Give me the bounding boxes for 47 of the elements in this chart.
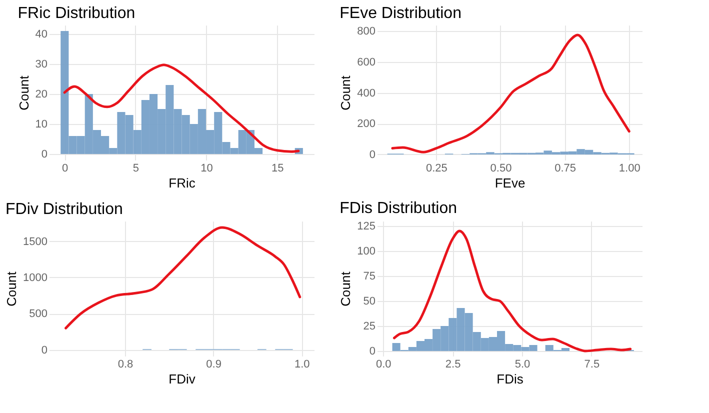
chart-title: FEve Distribution <box>340 5 462 22</box>
y-tick-label: 50 <box>363 296 376 308</box>
y-axis-title: Count <box>4 271 20 306</box>
y-tick-label: 1500 <box>23 236 48 248</box>
x-tick-label: 0.0 <box>376 358 392 370</box>
chart-title: FDiv Distribution <box>6 201 123 218</box>
x-tick-label: 0.50 <box>490 162 512 174</box>
x-tick-label: 15 <box>272 162 284 174</box>
x-axis-title: FDiv <box>168 372 196 386</box>
y-tick-label: 0 <box>41 344 48 356</box>
y-tick-label: 10 <box>35 118 48 130</box>
y-tick-label: 0 <box>369 148 376 161</box>
y-axis-title: Count <box>338 75 354 110</box>
x-tick-label: 1.00 <box>618 162 640 174</box>
x-tick-label: 0.8 <box>118 358 134 370</box>
x-tick-label: 5.0 <box>514 358 530 370</box>
x-axis-title: FDis <box>496 372 524 386</box>
y-tick-label: 500 <box>29 308 48 320</box>
y-tick-label: 400 <box>357 87 376 100</box>
x-tick-label: 0.75 <box>554 162 576 174</box>
y-tick-label: 125 <box>357 220 376 232</box>
x-tick-label: 10 <box>200 162 213 174</box>
y-tick-label: 30 <box>35 58 48 70</box>
y-tick-label: 20 <box>35 88 48 100</box>
y-tick-label: 1000 <box>23 272 48 284</box>
x-tick-label: 0.9 <box>206 358 222 370</box>
x-axis-title: FEve <box>494 176 526 190</box>
x-tick-label: 5 <box>132 162 140 174</box>
y-tick-label: 800 <box>357 26 376 38</box>
x-tick-label: 1.0 <box>294 358 310 370</box>
x-axis-title: FRic <box>168 176 196 190</box>
x-tick-label: 7.5 <box>584 358 600 370</box>
x-tick-label: 0.25 <box>426 162 448 174</box>
x-tick-label: 2.5 <box>445 358 461 370</box>
y-tick-label: 0 <box>41 148 48 160</box>
chart-title: FDis Distribution <box>340 200 458 217</box>
chart-title: FRic Distribution <box>18 5 136 22</box>
y-axis-title: Count <box>16 75 32 110</box>
y-tick-label: 200 <box>357 118 376 130</box>
y-tick-label: 25 <box>363 320 376 332</box>
y-tick-label: 40 <box>35 28 48 40</box>
y-tick-label: 75 <box>363 270 376 282</box>
y-tick-label: 0 <box>369 346 376 358</box>
x-tick-label: 0 <box>62 162 68 174</box>
y-axis-title: Count <box>338 271 354 306</box>
y-tick-label: 600 <box>357 56 376 68</box>
y-tick-label: 100 <box>357 246 376 258</box>
